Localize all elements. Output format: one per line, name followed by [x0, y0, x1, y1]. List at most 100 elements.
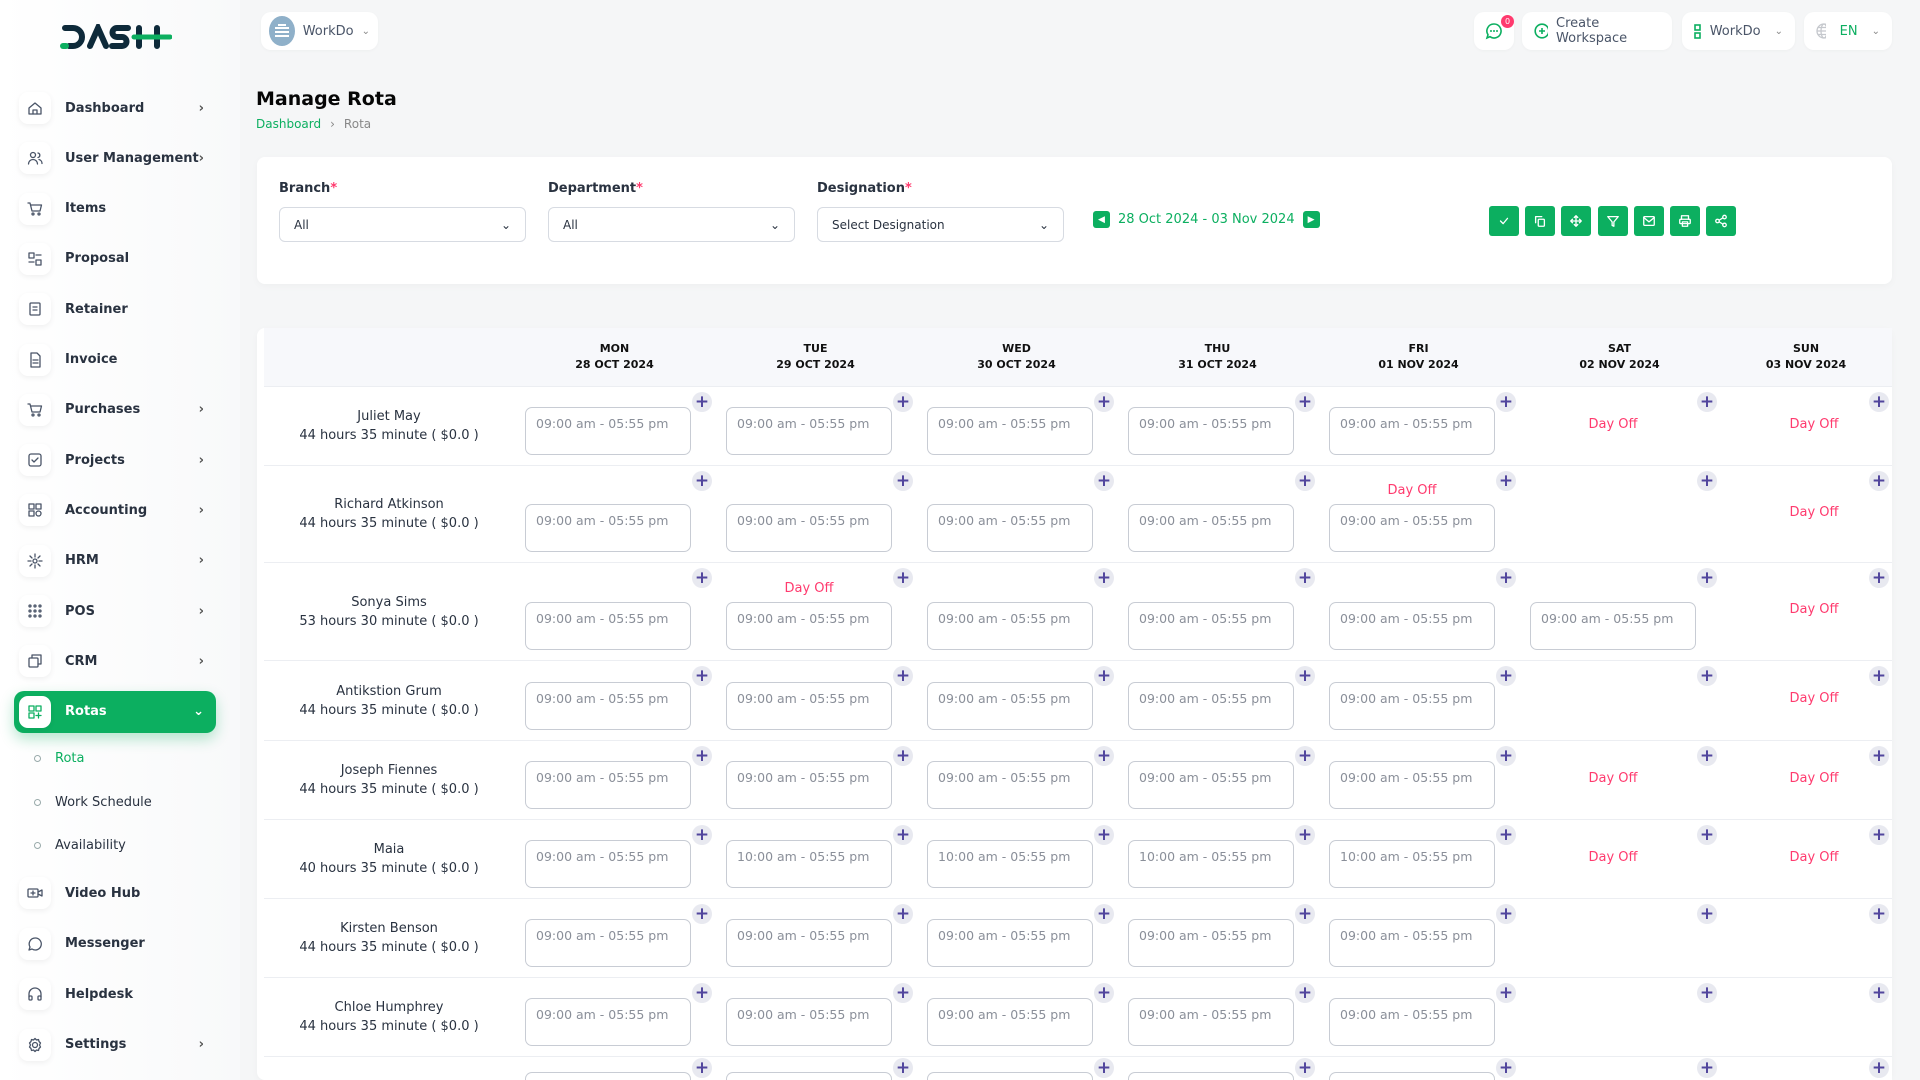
add-shift-button[interactable]: +	[1295, 471, 1315, 491]
next-week-button[interactable]: ▶	[1302, 211, 1320, 228]
sidebar-item-rotas[interactable]: Rotas ⌄	[14, 690, 216, 733]
shift-box[interactable]: 09:00 am - 05:55 pm	[726, 504, 892, 552]
shift-box[interactable]: 10:00 am - 05:55 pm	[927, 840, 1093, 888]
add-shift-button[interactable]: +	[1295, 904, 1315, 924]
sidebar-item-projects[interactable]: Projects ›	[14, 439, 216, 481]
add-shift-button[interactable]: +	[893, 568, 913, 588]
department-select[interactable]: All ⌄	[548, 207, 795, 242]
shift-box[interactable]: 09:00 am - 05:55 pm	[525, 919, 691, 967]
add-shift-button[interactable]: +	[893, 825, 913, 845]
prev-week-button[interactable]: ◀	[1093, 211, 1110, 228]
shift-box[interactable]: 09:00 am - 05:55 pm	[927, 682, 1093, 730]
sidebar-item-items[interactable]: Items	[14, 188, 216, 230]
add-shift-button[interactable]: +	[1697, 568, 1717, 588]
designation-select[interactable]: Select Designation ⌄	[817, 207, 1064, 242]
add-shift-button[interactable]: +	[1496, 392, 1516, 412]
add-shift-button[interactable]: +	[1094, 983, 1114, 1003]
shift-box[interactable]: 09:00 am - 05:55 pm	[927, 998, 1093, 1046]
add-shift-button[interactable]: +	[1295, 568, 1315, 588]
add-shift-button[interactable]: +	[1094, 825, 1114, 845]
employee-name[interactable]: Sonya Sims	[351, 594, 427, 610]
sidebar-item-crm[interactable]: CRM ›	[14, 640, 216, 682]
shift-box[interactable]: 09:00 am - 05:55 pm	[525, 761, 691, 809]
shift-box[interactable]: 09:00 am - 05:55 pm	[1530, 602, 1696, 650]
shift-box[interactable]: 09:00 am - 05:55 pm	[1128, 682, 1294, 730]
add-shift-button[interactable]: +	[692, 904, 712, 924]
shift-box[interactable]: 09:00 am - 05:55 pm	[525, 407, 691, 455]
employee-name[interactable]: Chloe Humphrey	[334, 1000, 444, 1015]
print-button[interactable]	[1670, 206, 1700, 236]
shift-box[interactable]: 09:00 am - 05:55 pm	[1329, 761, 1495, 809]
move-button[interactable]	[1561, 206, 1592, 236]
shift-box[interactable]: 09:00 am - 05:55 pm	[1128, 407, 1294, 455]
shift-box[interactable]: 09:00 am - 05:55 pm	[726, 761, 892, 809]
add-shift-button[interactable]: +	[1869, 471, 1889, 491]
add-shift-button[interactable]: +	[1869, 568, 1889, 588]
shift-box[interactable]: 09:00 am - 05:55 pm	[726, 407, 892, 455]
add-shift-button[interactable]: +	[1496, 666, 1516, 686]
shift-box[interactable]: 10:00 am - 05:55 pm	[726, 840, 892, 888]
shift-box[interactable]: 09:00 am - 05:55 pm	[927, 919, 1093, 967]
add-shift-button[interactable]: +	[893, 904, 913, 924]
add-shift-button[interactable]: +	[1496, 904, 1516, 924]
add-shift-button[interactable]: +	[1094, 746, 1114, 766]
sidebar-subitem-rota[interactable]: Rota	[34, 751, 84, 766]
add-shift-button[interactable]: +	[1094, 471, 1114, 491]
shift-box[interactable]: 09:00 am - 05:55 pm	[1329, 504, 1495, 552]
add-shift-button[interactable]: +	[1496, 983, 1516, 1003]
sidebar-subitem-work-schedule[interactable]: Work Schedule	[34, 795, 152, 810]
shift-box[interactable]: 09:00 am - 05:55 pm	[1329, 998, 1495, 1046]
add-shift-button[interactable]: +	[1697, 471, 1717, 491]
shift-box[interactable]: 09:00 am - 05:55 pm	[927, 602, 1093, 650]
add-shift-button[interactable]: +	[1094, 1058, 1114, 1078]
add-shift-button[interactable]: +	[1094, 904, 1114, 924]
add-shift-button[interactable]: +	[1295, 666, 1315, 686]
add-shift-button[interactable]: +	[893, 392, 913, 412]
add-shift-button[interactable]: +	[1094, 392, 1114, 412]
add-shift-button[interactable]: +	[1496, 825, 1516, 845]
workspace-menu[interactable]: WorkDo ⌄	[1682, 12, 1795, 50]
add-shift-button[interactable]: +	[1496, 746, 1516, 766]
sidebar-item-accounting[interactable]: Accounting ›	[14, 489, 216, 531]
add-shift-button[interactable]: +	[1869, 825, 1889, 845]
add-shift-button[interactable]: +	[1697, 825, 1717, 845]
shift-box[interactable]: 09:00 am - 05:55 pm	[927, 761, 1093, 809]
add-shift-button[interactable]: +	[692, 1058, 712, 1078]
shift-box[interactable]	[927, 1072, 1093, 1080]
employee-name[interactable]: Juliet May	[357, 409, 421, 424]
add-shift-button[interactable]: +	[1496, 471, 1516, 491]
add-shift-button[interactable]: +	[692, 825, 712, 845]
add-shift-button[interactable]: +	[692, 983, 712, 1003]
shift-box[interactable]: 09:00 am - 05:55 pm	[927, 407, 1093, 455]
employee-name[interactable]: Antikstion Grum	[336, 683, 442, 699]
sidebar-item-settings[interactable]: Settings ›	[14, 1024, 216, 1066]
shift-box[interactable]: 09:00 am - 05:55 pm	[726, 919, 892, 967]
shift-box[interactable]: 09:00 am - 05:55 pm	[927, 504, 1093, 552]
shift-box[interactable]	[525, 1072, 691, 1080]
add-shift-button[interactable]: +	[1869, 904, 1889, 924]
notifications-button[interactable]: 0	[1474, 12, 1514, 50]
add-shift-button[interactable]: +	[1295, 825, 1315, 845]
sidebar-subitem-availability[interactable]: Availability	[34, 838, 126, 853]
add-shift-button[interactable]: +	[1295, 983, 1315, 1003]
add-shift-button[interactable]: +	[893, 983, 913, 1003]
employee-name[interactable]: Richard Atkinson	[334, 497, 444, 512]
shift-box[interactable]: 09:00 am - 05:55 pm	[726, 998, 892, 1046]
add-shift-button[interactable]: +	[1869, 1058, 1889, 1078]
sidebar-item-dashboard[interactable]: Dashboard ›	[14, 87, 216, 129]
sidebar-item-video-hub[interactable]: Video Hub	[14, 872, 216, 914]
sidebar-item-proposal[interactable]: Proposal	[14, 238, 216, 280]
add-shift-button[interactable]: +	[692, 746, 712, 766]
employee-name[interactable]: Kirsten Benson	[340, 921, 438, 936]
shift-box[interactable]: 10:00 am - 05:55 pm	[1128, 840, 1294, 888]
shift-box[interactable]: 09:00 am - 05:55 pm	[525, 840, 691, 888]
dash-logo[interactable]	[60, 20, 173, 54]
check-button[interactable]	[1489, 206, 1519, 236]
add-shift-button[interactable]: +	[1869, 666, 1889, 686]
shift-box[interactable]: 09:00 am - 05:55 pm	[1329, 682, 1495, 730]
add-shift-button[interactable]: +	[1295, 746, 1315, 766]
sidebar-item-retainer[interactable]: Retainer	[14, 288, 216, 330]
shift-box[interactable]: 09:00 am - 05:55 pm	[1128, 504, 1294, 552]
add-shift-button[interactable]: +	[1094, 666, 1114, 686]
employee-name[interactable]: Maia	[373, 842, 405, 857]
